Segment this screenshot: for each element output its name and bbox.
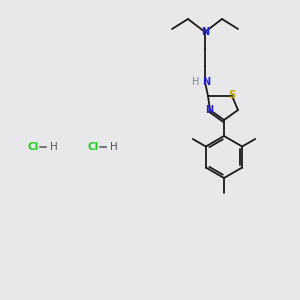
Text: H: H — [50, 142, 58, 152]
Text: S: S — [228, 90, 236, 100]
Text: H: H — [192, 77, 200, 87]
Text: Cl: Cl — [88, 142, 99, 152]
Text: N: N — [205, 105, 213, 115]
Text: N: N — [201, 27, 209, 37]
Text: Cl: Cl — [28, 142, 39, 152]
Text: H: H — [110, 142, 118, 152]
Text: N: N — [202, 77, 210, 87]
